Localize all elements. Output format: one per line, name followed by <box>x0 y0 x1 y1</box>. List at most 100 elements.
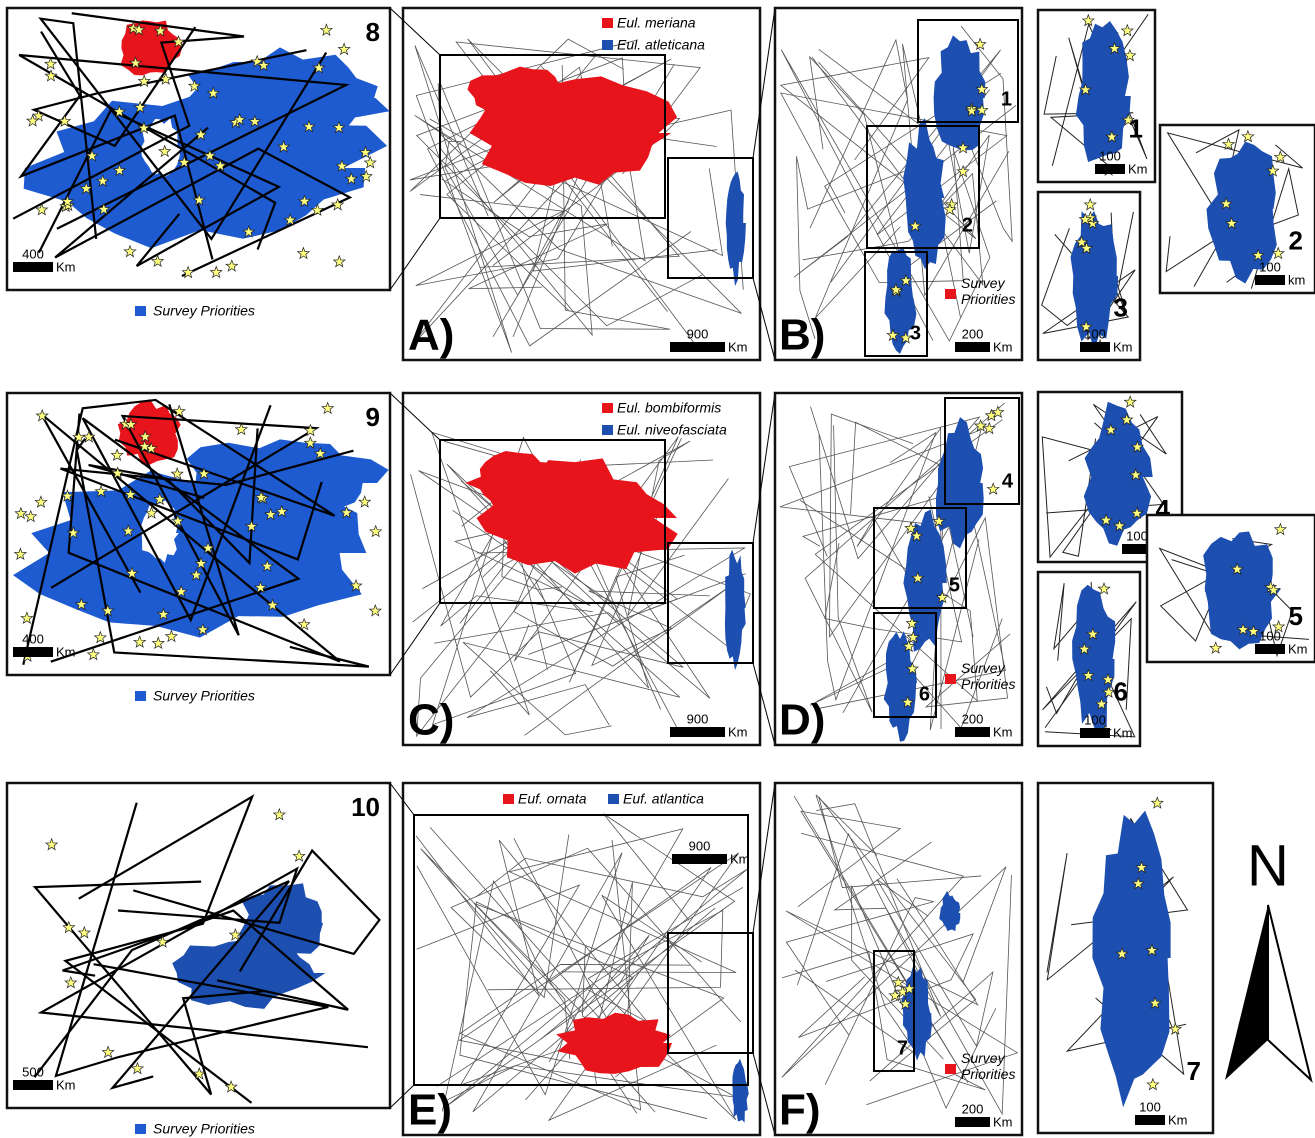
record-star <box>234 422 248 436</box>
record-star <box>1123 48 1137 62</box>
record-star <box>369 524 383 538</box>
record-star <box>889 282 903 296</box>
range-area <box>1203 531 1282 650</box>
legend-line: Priorities <box>961 1066 1015 1082</box>
record-star <box>151 636 165 650</box>
scale-unit: Km <box>993 1114 1013 1129</box>
record-star <box>197 466 211 480</box>
legend-swatch <box>602 18 613 28</box>
range-area <box>1083 401 1153 546</box>
record-star <box>172 404 186 418</box>
legend-text: Eul. meriana <box>617 15 696 31</box>
boundary <box>798 933 974 1038</box>
record-star <box>110 448 124 462</box>
record-star <box>257 58 271 72</box>
range-area <box>935 417 984 549</box>
record-star <box>1266 583 1281 596</box>
regional-map: 1 2 3 Survey Priorities 200 Km B) <box>773 6 1024 362</box>
record-star <box>159 72 173 85</box>
record-star <box>138 439 152 453</box>
record-star <box>1086 627 1100 641</box>
record-star <box>1273 522 1288 536</box>
panel-letter: D) <box>779 696 825 745</box>
boundary <box>37 109 282 267</box>
region-extent <box>667 542 754 664</box>
north-arrow-right <box>1267 904 1313 1084</box>
record-star <box>101 603 115 617</box>
range-area <box>1070 210 1119 352</box>
scale-bar <box>955 1117 990 1127</box>
record-star <box>1241 129 1255 143</box>
record-star <box>905 661 919 675</box>
connector <box>752 277 776 361</box>
connector <box>752 662 776 746</box>
boundary <box>62 794 255 1104</box>
scale-value: 500 <box>22 1064 44 1079</box>
panel-letter: A) <box>408 311 454 360</box>
record-star <box>213 158 227 172</box>
scale-bar <box>1255 275 1285 285</box>
record-star <box>332 254 346 268</box>
record-star <box>153 24 168 37</box>
boundary <box>513 436 682 683</box>
boundary <box>1043 55 1134 170</box>
record-star <box>248 114 262 128</box>
connector <box>389 217 441 291</box>
record-star <box>96 174 110 187</box>
record-star <box>943 202 957 216</box>
boundary <box>788 406 981 560</box>
record-star <box>1115 947 1129 960</box>
legend-swatch <box>602 425 613 435</box>
record-star <box>1094 697 1109 710</box>
range-area <box>884 248 917 354</box>
scale-unit: km <box>1288 272 1305 287</box>
connector <box>752 392 776 544</box>
record-star <box>79 181 93 195</box>
record-star <box>137 121 151 134</box>
region-extent <box>667 157 754 279</box>
legend-line: Survey <box>961 275 1006 291</box>
record-star <box>319 23 334 37</box>
record-star <box>60 194 75 208</box>
record-star <box>975 82 989 96</box>
boundary <box>88 428 259 566</box>
boundary <box>785 878 1019 1106</box>
scale-unit: Km <box>56 1077 76 1092</box>
record-star <box>275 504 289 518</box>
boundary <box>38 17 328 241</box>
scale-unit: Km <box>728 724 748 739</box>
record-star <box>35 202 49 216</box>
connector <box>752 782 776 934</box>
box-number: 4 <box>1002 470 1014 492</box>
scale-unit: Km <box>1128 161 1148 176</box>
record-star <box>891 975 905 989</box>
record-star <box>1209 641 1223 654</box>
record-star <box>170 466 184 480</box>
record-star <box>982 421 996 435</box>
record-star <box>192 193 206 206</box>
record-star <box>121 524 135 537</box>
scale-unit: Km <box>993 724 1013 739</box>
legend-swatch <box>135 691 146 701</box>
boundary <box>785 897 934 1085</box>
record-star <box>906 630 920 644</box>
record-star <box>62 920 76 934</box>
boundary <box>458 852 739 1122</box>
record-star <box>156 607 171 621</box>
record-star <box>898 996 913 1010</box>
record-star <box>264 507 278 521</box>
record-star <box>174 584 188 598</box>
record-star <box>956 140 970 154</box>
legend-swatch <box>945 1064 956 1074</box>
record-star <box>358 495 372 508</box>
boundary <box>588 507 711 667</box>
continental-map: Eul. bombiformis Eul. niveofasciata 900 Km C… <box>389 391 776 747</box>
boundary <box>441 879 638 1114</box>
priority-box <box>917 19 1019 123</box>
continental-map: Eul. meriana Eul. atleticana 900 Km A) <box>389 6 776 362</box>
inset-map: 7 100 Km <box>1036 781 1215 1135</box>
record-star <box>902 981 916 995</box>
scale-bar <box>1122 544 1152 554</box>
record-star <box>20 611 34 625</box>
record-star <box>93 630 107 644</box>
